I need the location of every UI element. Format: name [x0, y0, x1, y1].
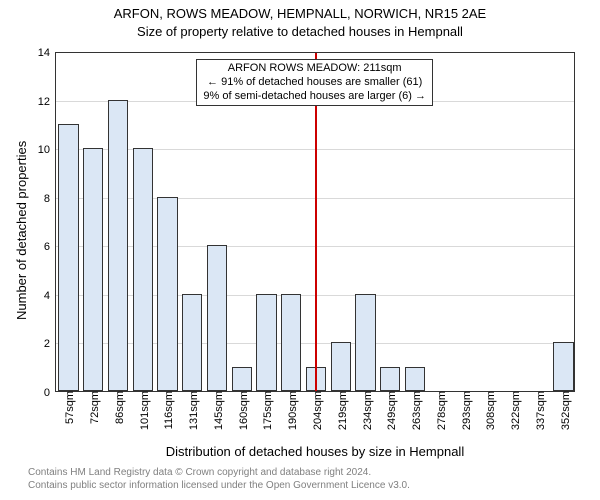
histogram-bar: [83, 148, 103, 391]
y-axis-label: Number of detached properties: [14, 141, 29, 320]
x-tick-label: 337sqm: [531, 391, 547, 430]
x-tick-label: 101sqm: [135, 391, 151, 430]
histogram-bar: [380, 367, 400, 391]
x-tick-label: 175sqm: [258, 391, 274, 430]
histogram-bar: [207, 245, 227, 391]
histogram-bar: [355, 294, 375, 391]
x-tick-label: 263sqm: [407, 391, 423, 430]
plot-area: 0246810121457sqm72sqm86sqm101sqm116sqm13…: [55, 52, 575, 392]
x-tick-label: 308sqm: [481, 391, 497, 430]
histogram-bar: [553, 342, 573, 391]
x-tick-label: 57sqm: [60, 391, 76, 424]
histogram-bar: [182, 294, 202, 391]
y-tick-label: 2: [44, 338, 56, 350]
histogram-bar: [108, 100, 128, 391]
histogram-bar: [157, 197, 177, 391]
x-tick-label: 249sqm: [382, 391, 398, 430]
x-tick-label: 278sqm: [432, 391, 448, 430]
histogram-bar: [133, 148, 153, 391]
histogram-bar: [256, 294, 276, 391]
x-tick-label: 116sqm: [159, 391, 175, 429]
x-tick-label: 72sqm: [85, 391, 101, 424]
x-tick-label: 219sqm: [333, 391, 349, 430]
chart-title-sub: Size of property relative to detached ho…: [0, 24, 600, 39]
histogram-bar: [281, 294, 301, 391]
x-tick-label: 86sqm: [110, 391, 126, 424]
histogram-bar: [405, 367, 425, 391]
x-tick-label: 352sqm: [556, 391, 572, 430]
x-axis-label: Distribution of detached houses by size …: [55, 444, 575, 459]
annotation-line-3: 9% of semi-detached houses are larger (6…: [203, 90, 426, 104]
y-tick-label: 0: [44, 387, 56, 399]
x-tick-label: 204sqm: [308, 391, 324, 430]
histogram-bar: [331, 342, 351, 391]
annotation-line-1: ARFON ROWS MEADOW: 211sqm: [203, 62, 426, 76]
x-tick-label: 131sqm: [184, 391, 200, 430]
x-tick-label: 190sqm: [283, 391, 299, 430]
y-tick-label: 10: [38, 144, 56, 156]
y-tick-label: 8: [44, 193, 56, 205]
annotation-line-2: ← 91% of detached houses are smaller (61…: [203, 76, 426, 90]
footer-text: Contains HM Land Registry data © Crown c…: [28, 466, 410, 492]
histogram-bar: [58, 124, 78, 391]
footer-line-2: Contains public sector information licen…: [28, 479, 410, 492]
y-tick-label: 6: [44, 241, 56, 253]
chart-title-main: ARFON, ROWS MEADOW, HEMPNALL, NORWICH, N…: [0, 6, 600, 21]
annotation-box: ARFON ROWS MEADOW: 211sqm ← 91% of detac…: [196, 59, 433, 106]
x-tick-label: 322sqm: [506, 391, 522, 430]
y-tick-label: 14: [38, 47, 56, 59]
y-tick-label: 4: [44, 290, 56, 302]
y-tick-label: 12: [38, 96, 56, 108]
footer-line-1: Contains HM Land Registry data © Crown c…: [28, 466, 410, 479]
histogram-bar: [232, 367, 252, 391]
x-tick-label: 234sqm: [358, 391, 374, 430]
x-tick-label: 160sqm: [234, 391, 250, 430]
x-tick-label: 145sqm: [209, 391, 225, 430]
x-tick-label: 293sqm: [457, 391, 473, 430]
